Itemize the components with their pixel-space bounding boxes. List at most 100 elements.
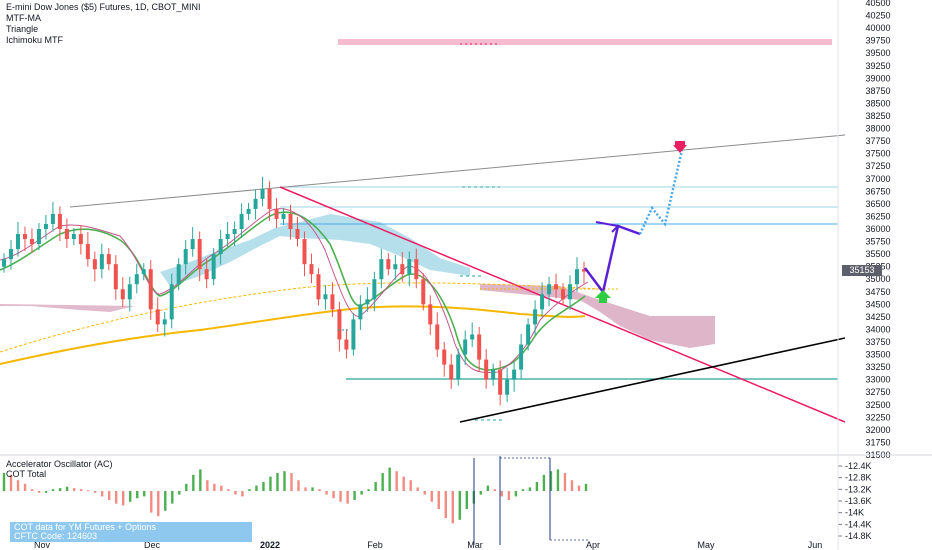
oscillator-bar bbox=[339, 491, 342, 502]
candle-body bbox=[498, 369, 503, 395]
oscillator-bar bbox=[227, 489, 230, 491]
time-axis[interactable]: Nov Dec 2022 Feb Mar Apr May Jun bbox=[34, 540, 822, 550]
support-line bbox=[459, 337, 846, 423]
candle-body bbox=[330, 294, 335, 310]
price-tick-label: 34500 bbox=[865, 299, 890, 309]
candle-body bbox=[260, 188, 265, 199]
candle-body bbox=[414, 259, 419, 280]
oscillator-bar bbox=[311, 487, 314, 491]
candle-body bbox=[225, 234, 230, 240]
oscillator-bar bbox=[23, 483, 27, 491]
oscillator-bar bbox=[521, 489, 525, 491]
oscillator-bar bbox=[262, 482, 265, 491]
price-tick-label: 39000 bbox=[865, 73, 890, 83]
candle-body bbox=[134, 274, 139, 285]
price-tick-label: 36250 bbox=[865, 211, 890, 221]
oscillator-bar bbox=[44, 491, 48, 493]
ma-fast bbox=[0, 208, 589, 374]
cot-title[interactable]: COT Total bbox=[6, 469, 47, 479]
cloud-bear-right bbox=[480, 284, 715, 348]
candle-body bbox=[323, 294, 328, 300]
oscillator-bar bbox=[535, 482, 539, 491]
candle-body bbox=[155, 309, 160, 325]
oscillator-axis[interactable]: -12.4K -12.8K-13.2K -13.6K -14K-14.4K -14.8K bbox=[838, 461, 872, 541]
price-axis[interactable]: 40500 40250 40000 39750 39500 39250 39000 38750… bbox=[865, 0, 890, 460]
oscillator-bar bbox=[65, 486, 69, 491]
candle-body bbox=[491, 369, 496, 380]
oscillator-bar bbox=[220, 485, 223, 491]
candle-body bbox=[71, 234, 76, 240]
price-tick-label: 32250 bbox=[865, 412, 890, 422]
oscillator-bar bbox=[129, 491, 132, 502]
price-tick-label: 38250 bbox=[865, 111, 890, 121]
indicator-ichimoku[interactable]: Ichimoku MTF bbox=[6, 35, 64, 45]
oscillator-bar bbox=[150, 491, 153, 513]
cloud-bull-mid bbox=[160, 214, 470, 286]
oscillator-bar bbox=[2, 473, 6, 491]
candle-body bbox=[36, 229, 41, 245]
price-tick-label: 35500 bbox=[865, 249, 890, 259]
time-tick-label: Feb bbox=[367, 540, 383, 550]
candle-body bbox=[183, 249, 188, 265]
candle-body bbox=[92, 259, 97, 270]
time-tick-label: Apr bbox=[586, 540, 600, 550]
candle-body bbox=[477, 334, 482, 360]
candle-body bbox=[169, 284, 174, 320]
candle-body bbox=[505, 379, 510, 395]
candle-body bbox=[386, 259, 391, 270]
oscillator-bar bbox=[458, 491, 461, 520]
oscillator-bar bbox=[549, 471, 553, 491]
oscillator-bar bbox=[584, 483, 588, 491]
oscillator-bar bbox=[577, 485, 581, 491]
candle-body bbox=[302, 239, 307, 265]
ma-mid bbox=[0, 211, 586, 371]
oscillator-title[interactable]: Accelerator Oscillator (AC) bbox=[6, 459, 113, 469]
candle-body bbox=[519, 344, 524, 370]
indicator-mtf-ma[interactable]: MTF-MA bbox=[6, 13, 41, 23]
candle-body bbox=[575, 269, 580, 285]
oscillator-histogram bbox=[2, 467, 588, 524]
candle-body bbox=[246, 208, 251, 214]
last-price-tag: 35153 bbox=[842, 265, 882, 276]
symbol-title[interactable]: E-mini Dow Jones ($5) Futures, 1D, CBOT_… bbox=[6, 2, 201, 12]
upper-resistance-line bbox=[69, 134, 846, 208]
chart-legend: E-mini Dow Jones ($5) Futures, 1D, CBOT_… bbox=[6, 2, 201, 46]
price-tick-label: 33000 bbox=[865, 375, 890, 385]
oscillator-bar bbox=[136, 491, 139, 499]
price-tick-label: 37000 bbox=[865, 174, 890, 184]
oscillator-bar bbox=[395, 471, 398, 491]
candle-body bbox=[57, 213, 62, 229]
oscillator-bar bbox=[107, 491, 111, 500]
oscillator-bar bbox=[93, 491, 97, 493]
osc-tick-label: -12.8K bbox=[845, 473, 872, 483]
candle-body bbox=[428, 304, 433, 325]
candle-body bbox=[484, 359, 489, 380]
candle-body bbox=[162, 319, 167, 325]
candle-body bbox=[127, 284, 132, 300]
candle-body bbox=[99, 254, 104, 270]
oscillator-bar bbox=[416, 487, 419, 491]
price-tick-label: 34250 bbox=[865, 312, 890, 322]
oscillator-bar bbox=[157, 491, 160, 517]
horizontal-levels bbox=[280, 186, 838, 380]
candle-body bbox=[470, 334, 475, 340]
oscillator-bar bbox=[16, 480, 20, 491]
time-tick-label: 2022 bbox=[260, 540, 280, 550]
oscillator-bar bbox=[9, 474, 13, 491]
oscillator-bar bbox=[241, 491, 244, 497]
candle-body bbox=[2, 259, 6, 267]
candle-body bbox=[421, 279, 426, 305]
candles bbox=[2, 176, 586, 406]
oscillator-legend: Accelerator Oscillator (AC) COT Total bbox=[6, 459, 113, 479]
oscillator-bar bbox=[437, 491, 440, 509]
candle-body bbox=[85, 244, 90, 260]
candle-body bbox=[218, 239, 223, 255]
price-tick-label: 31750 bbox=[865, 437, 890, 447]
ma-slow-dashed bbox=[0, 282, 601, 353]
candle-body bbox=[29, 239, 34, 245]
projection-path bbox=[584, 141, 687, 303]
candle-body bbox=[582, 269, 586, 272]
indicator-triangle[interactable]: Triangle bbox=[6, 24, 39, 34]
projection-solid bbox=[584, 224, 641, 295]
